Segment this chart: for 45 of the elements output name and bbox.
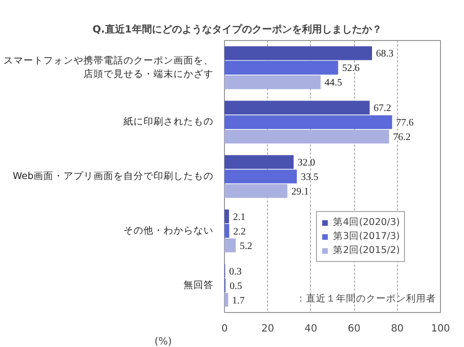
bar bbox=[224, 238, 236, 252]
data-label: 32.0 bbox=[298, 157, 316, 168]
data-label: 2.2 bbox=[233, 226, 246, 238]
x-tick-label: 0 bbox=[221, 324, 228, 334]
data-label: 5.2 bbox=[240, 240, 252, 252]
x-axis-title: (%) bbox=[154, 336, 172, 347]
data-label: 33.5 bbox=[300, 172, 318, 183]
x-tick-label: 40 bbox=[304, 324, 318, 334]
y-tick-label: 紙に印刷されたもの bbox=[124, 116, 214, 128]
bar bbox=[224, 46, 372, 60]
data-label: 2.1 bbox=[233, 212, 246, 223]
bar bbox=[224, 170, 297, 184]
data-label: 1.7 bbox=[232, 295, 245, 306]
x-tick-label: 60 bbox=[348, 324, 360, 334]
bar bbox=[224, 100, 370, 114]
data-label: 52.6 bbox=[342, 63, 360, 74]
x-tick-label: 20 bbox=[261, 324, 274, 334]
annotation: ：直近１年間のクーポン利用者 bbox=[296, 292, 436, 304]
x-tick-label: 80 bbox=[390, 324, 404, 334]
bar bbox=[224, 210, 230, 224]
data-label: 29.1 bbox=[291, 186, 309, 198]
data-label: 0.5 bbox=[230, 280, 242, 292]
bar bbox=[224, 60, 338, 75]
legend-label: 第2回(2015/2) bbox=[333, 244, 400, 257]
chart-title: Q.直近1年間にどのようなタイプのクーポンを利用しましたか？ bbox=[92, 24, 382, 36]
y-tick-label: 無回答 bbox=[184, 278, 214, 291]
data-label: 68.3 bbox=[376, 48, 394, 60]
bar bbox=[224, 75, 321, 90]
x-tick-label: 100 bbox=[430, 324, 450, 334]
bar bbox=[224, 115, 392, 129]
y-tick-label: その他・わからない bbox=[124, 224, 214, 236]
data-label: 76.2 bbox=[393, 132, 411, 144]
data-label: 0.3 bbox=[229, 266, 242, 278]
legend-label: 第4回(2020/3) bbox=[333, 216, 400, 229]
legend-label: 第3回(2017/3) bbox=[333, 230, 400, 243]
data-label: 44.5 bbox=[324, 78, 342, 89]
y-tick-label: スマートフォンや携帯電話のクーポン画面を、店頭で見せる・端末にかざす bbox=[4, 54, 214, 80]
data-label: 77.6 bbox=[396, 118, 414, 129]
bar bbox=[224, 155, 294, 169]
bar bbox=[224, 130, 390, 144]
data-label: 67.2 bbox=[374, 103, 392, 114]
y-tick-label: Web画面・アプリ画面を自分で印刷したもの bbox=[12, 170, 214, 182]
bar bbox=[224, 292, 228, 307]
bar bbox=[224, 184, 288, 198]
bar bbox=[224, 224, 230, 238]
